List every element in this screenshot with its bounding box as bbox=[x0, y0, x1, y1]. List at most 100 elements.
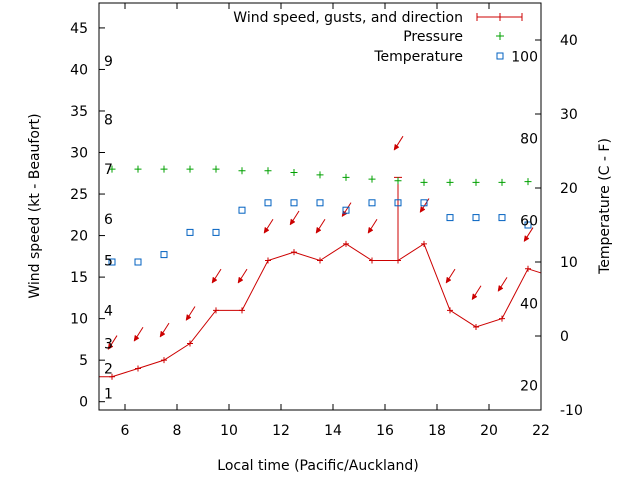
beaufort-label: 6 bbox=[104, 212, 113, 228]
y-tick-label-left: 40 bbox=[70, 62, 88, 78]
wind-speed-point bbox=[135, 365, 141, 372]
pressure-point bbox=[108, 165, 116, 173]
fahrenheit-label: 20 bbox=[520, 379, 538, 395]
wind-speed-point bbox=[421, 240, 427, 247]
x-tick-label: 16 bbox=[376, 423, 394, 439]
temperature-point bbox=[498, 214, 506, 222]
pressure-point bbox=[212, 165, 220, 173]
beaufort-label: 4 bbox=[104, 303, 113, 319]
y-tick-label-right: -10 bbox=[560, 403, 583, 419]
y-tick-label-left: 30 bbox=[70, 146, 88, 162]
temperature-point bbox=[160, 251, 168, 259]
pressure-point bbox=[290, 168, 298, 176]
x-axis-label: Local time (Pacific/Auckland) bbox=[217, 458, 418, 474]
wind-speed-point bbox=[317, 257, 323, 264]
pressure-point bbox=[498, 178, 506, 186]
wind-direction-arrow bbox=[419, 198, 430, 213]
wind-direction-arrow bbox=[289, 210, 300, 226]
temperature-point bbox=[290, 199, 298, 207]
y-axis-label-right: Temperature (C - F) bbox=[597, 138, 613, 275]
wind-direction-arrow bbox=[237, 268, 248, 284]
y-tick-label-left: 0 bbox=[79, 395, 88, 411]
wind-speed-point bbox=[161, 357, 167, 364]
wind-speed-point bbox=[239, 307, 245, 314]
wind-direction-arrow bbox=[445, 268, 456, 284]
y-tick-label-right: 10 bbox=[560, 255, 578, 271]
pressure-point bbox=[342, 173, 350, 181]
wind-speed-point bbox=[343, 240, 349, 247]
x-tick-label: 6 bbox=[121, 423, 130, 439]
pressure-point bbox=[472, 178, 480, 186]
wind-direction-arrow bbox=[367, 218, 378, 234]
beaufort-label: 8 bbox=[104, 112, 113, 128]
y-tick-label-right: 40 bbox=[560, 33, 578, 49]
pressure-point bbox=[264, 167, 272, 175]
temperature-point bbox=[342, 206, 350, 214]
fahrenheit-label: 80 bbox=[520, 131, 538, 147]
series-layer bbox=[99, 135, 542, 380]
temperature-point bbox=[264, 199, 272, 207]
plot-frame bbox=[98, 2, 542, 411]
x-tick-label: 14 bbox=[324, 423, 342, 439]
wind-direction-arrow bbox=[185, 306, 196, 321]
beaufort-label: 5 bbox=[104, 253, 113, 269]
temperature-point bbox=[238, 206, 246, 214]
beaufort-label: 7 bbox=[104, 162, 113, 178]
y-tick-label-left: 35 bbox=[70, 104, 88, 120]
gust-bar bbox=[394, 176, 402, 261]
temperature-point bbox=[394, 199, 402, 207]
y-tick-label-left: 5 bbox=[79, 353, 88, 369]
y-axis-label-left: Wind speed (kt - Beaufort) bbox=[27, 113, 43, 298]
beaufort-label: 9 bbox=[104, 54, 113, 70]
wind-direction-arrow bbox=[159, 322, 170, 338]
temperature-point bbox=[316, 199, 324, 207]
wind-direction-arrow bbox=[315, 218, 326, 234]
fahrenheit-label: 40 bbox=[520, 296, 538, 312]
wind-direction-arrow bbox=[523, 227, 534, 243]
wind-direction-arrow bbox=[107, 335, 118, 351]
x-tick-label: 22 bbox=[532, 423, 550, 439]
y-tick-label-left: 25 bbox=[70, 187, 88, 203]
legend-symbol-pressure bbox=[496, 32, 504, 40]
pressure-point bbox=[524, 178, 532, 186]
pressure-point bbox=[134, 165, 142, 173]
wind-direction-arrow bbox=[471, 285, 482, 301]
temperature-point bbox=[108, 258, 116, 266]
y-tick-label-right: 30 bbox=[560, 107, 578, 123]
wind-speed-point bbox=[525, 265, 531, 272]
temperature-point bbox=[134, 258, 142, 266]
x-tick-label: 8 bbox=[173, 423, 182, 439]
pressure-point bbox=[368, 175, 376, 183]
wind-speed-point bbox=[187, 340, 193, 347]
pressure-point bbox=[238, 167, 246, 175]
temperature-point bbox=[368, 199, 376, 207]
wind-direction-arrow bbox=[393, 135, 404, 151]
y-tick-label-left: 15 bbox=[70, 270, 88, 286]
wind-speed-point bbox=[447, 307, 453, 314]
fahrenheit-label: 60 bbox=[520, 214, 538, 230]
wind-direction-arrow bbox=[133, 326, 144, 342]
x-tick-label: 18 bbox=[428, 423, 446, 439]
y-tick-label-left: 20 bbox=[70, 229, 88, 245]
temperature-point bbox=[446, 214, 454, 222]
temperature-point bbox=[420, 199, 428, 207]
wind-direction-arrow bbox=[211, 268, 222, 284]
tick-layer bbox=[99, 3, 542, 411]
temperature-point bbox=[472, 214, 480, 222]
legend-label-temperature: Temperature bbox=[373, 49, 463, 65]
wind-speed-point bbox=[265, 257, 271, 264]
pressure-point bbox=[420, 178, 428, 186]
x-tick-label: 12 bbox=[272, 423, 290, 439]
pressure-point bbox=[446, 178, 454, 186]
beaufort-label: 1 bbox=[104, 386, 113, 402]
wind-speed-point bbox=[213, 307, 219, 314]
label-layer: 6 8 10 12 14 16 18 20 22051015202530354045-10010… bbox=[70, 21, 583, 439]
x-tick-label: 20 bbox=[480, 423, 498, 439]
wind-speed-point bbox=[473, 323, 479, 330]
x-tick-label: 10 bbox=[220, 423, 238, 439]
y-tick-label-right: 0 bbox=[560, 329, 569, 345]
pressure-point bbox=[186, 165, 194, 173]
beaufort-label: 3 bbox=[104, 337, 113, 353]
y-tick-label-right: 20 bbox=[560, 181, 578, 197]
wind-speed-point bbox=[109, 373, 115, 380]
